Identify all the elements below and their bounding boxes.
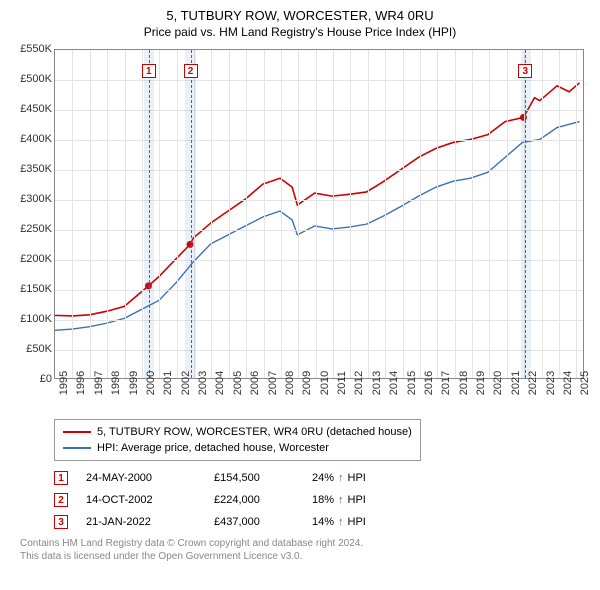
y-axis-label: £300K [10,193,52,205]
gridline-v [368,50,369,378]
gridline-v [559,50,560,378]
y-axis-label: £150K [10,283,52,295]
up-arrow-icon: ↑ [338,516,344,528]
transaction-table: 1 24-MAY-2000 £154,500 24% ↑ HPI 2 14-OCT-2002 £… [54,471,590,529]
gridline-v [316,50,317,378]
footer-line2: This data is licensed under the Open Gov… [20,550,590,563]
gridline-v [437,50,438,378]
transaction-pct: 18% ↑ HPI [312,494,402,506]
footer-attribution: Contains HM Land Registry data © Crown c… [20,537,590,563]
y-axis-label: £100K [10,313,52,325]
y-axis-label: £550K [10,43,52,55]
transaction-pct-value: 24% [312,472,334,484]
gridline-v [298,50,299,378]
y-axis-label: £350K [10,163,52,175]
transaction-row: 2 14-OCT-2002 £224,000 18% ↑ HPI [54,493,590,507]
chart-container: 5, TUTBURY ROW, WORCESTER, WR4 0RU Price… [0,0,600,571]
gridline-v [489,50,490,378]
gridline-v [420,50,421,378]
event-marker: 3 [518,64,532,78]
gridline-h [55,320,583,321]
chart-subtitle: Price paid vs. HM Land Registry's House … [10,25,590,39]
transaction-date: 24-MAY-2000 [86,472,196,484]
transaction-pct-value: 14% [312,516,334,528]
legend-item: HPI: Average price, detached house, Worc… [63,440,412,456]
gridline-v [455,50,456,378]
event-marker: 2 [184,64,198,78]
gridline-v [385,50,386,378]
event-vline [149,50,150,378]
gridline-v [472,50,473,378]
transaction-price: £437,000 [214,516,294,528]
transaction-price: £224,000 [214,494,294,506]
transaction-pct-value: 18% [312,494,334,506]
gridline-v [72,50,73,378]
y-axis-label: £500K [10,73,52,85]
gridline-h [55,140,583,141]
transaction-price: £154,500 [214,472,294,484]
transaction-date: 21-JAN-2022 [86,516,196,528]
chart-title: 5, TUTBURY ROW, WORCESTER, WR4 0RU [10,8,590,23]
gridline-h [55,170,583,171]
plot-region: 1 2 3 [54,49,584,379]
gridline-v [281,50,282,378]
legend-label: 5, TUTBURY ROW, WORCESTER, WR4 0RU (deta… [97,424,412,440]
gridline-v [159,50,160,378]
gridline-v [211,50,212,378]
gridline-v [350,50,351,378]
y-axis-label: £200K [10,253,52,265]
transaction-marker-box: 3 [54,515,68,529]
gridline-v [507,50,508,378]
transaction-suffix: HPI [348,494,366,506]
y-axis-label: £50K [10,343,52,355]
chart-area: 1 2 3 £0 £50K £100K £150K £200K £250K £300K £350K… [10,45,590,415]
y-axis-label: £400K [10,133,52,145]
gridline-h [55,110,583,111]
legend-item: 5, TUTBURY ROW, WORCESTER, WR4 0RU (deta… [63,424,412,440]
gridline-v [125,50,126,378]
gridline-h [55,350,583,351]
gridline-h [55,290,583,291]
transaction-date: 14-OCT-2002 [86,494,196,506]
series-svg [55,50,583,378]
y-axis-label: £250K [10,223,52,235]
up-arrow-icon: ↑ [338,472,344,484]
gridline-v [542,50,543,378]
legend-swatch [63,447,91,449]
gridline-v [177,50,178,378]
gridline-v [264,50,265,378]
legend: 5, TUTBURY ROW, WORCESTER, WR4 0RU (deta… [54,419,421,461]
gridline-v [229,50,230,378]
gridline-h [55,260,583,261]
gridline-v [576,50,577,378]
gridline-v [403,50,404,378]
gridline-h [55,230,583,231]
transaction-marker-box: 1 [54,471,68,485]
transaction-pct: 24% ↑ HPI [312,472,402,484]
transaction-row: 1 24-MAY-2000 £154,500 24% ↑ HPI [54,471,590,485]
gridline-h [55,80,583,81]
y-axis-label: £0 [10,373,52,385]
legend-label: HPI: Average price, detached house, Worc… [97,440,329,456]
event-vline [191,50,192,378]
event-marker: 1 [142,64,156,78]
transaction-marker-box: 2 [54,493,68,507]
transaction-suffix: HPI [348,472,366,484]
transaction-row: 3 21-JAN-2022 £437,000 14% ↑ HPI [54,515,590,529]
legend-swatch [63,431,91,433]
gridline-h [55,200,583,201]
gridline-v [246,50,247,378]
gridline-v [90,50,91,378]
footer-line1: Contains HM Land Registry data © Crown c… [20,537,590,550]
transaction-pct: 14% ↑ HPI [312,516,402,528]
y-axis-label: £450K [10,103,52,115]
gridline-v [333,50,334,378]
gridline-v [107,50,108,378]
up-arrow-icon: ↑ [338,494,344,506]
x-axis-label: 2025 [579,371,600,395]
event-vline [525,50,526,378]
transaction-suffix: HPI [348,516,366,528]
